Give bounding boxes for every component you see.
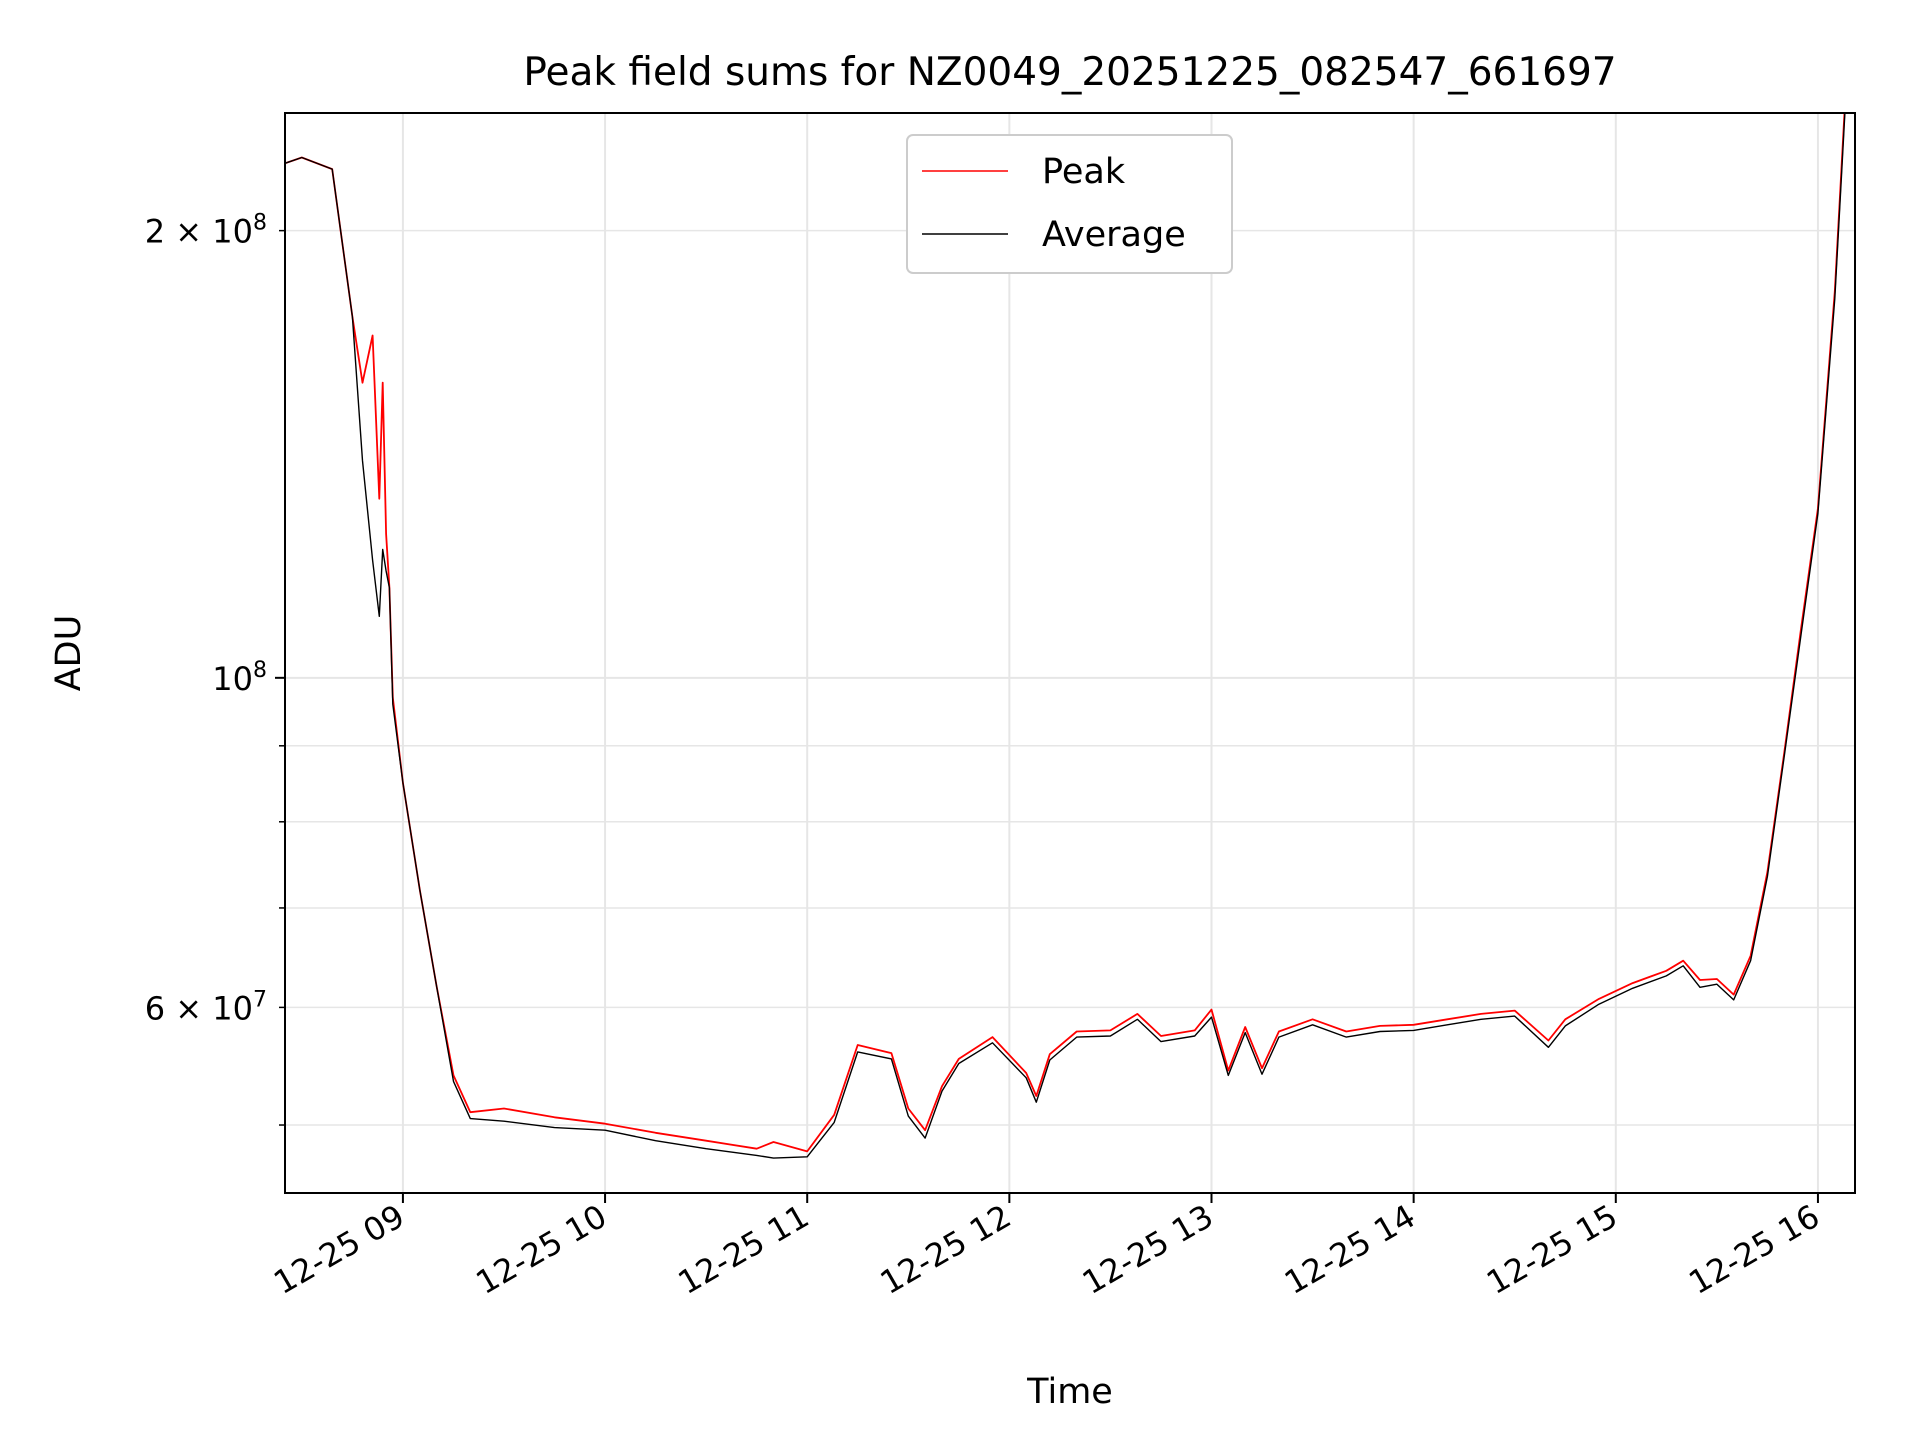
y-axis: 108 6 × 107 2 × 108 [145,211,285,1126]
chart-title: Peak field sums for NZ0049_20251225_0825… [523,50,1616,95]
series-line-average [285,113,1846,1159]
y-tick-label-minor-0: 6 × 107 [145,987,267,1027]
legend-label-average: Average [1042,215,1186,255]
legend-label-peak: Peak [1042,152,1126,192]
x-axis-label: Time [1026,1372,1113,1412]
y-tick-label-minor-1: 2 × 108 [145,211,267,251]
series-layer [285,113,1846,1159]
plot-frame [284,112,1856,1194]
y-tick-label-major-0: 108 [212,658,267,698]
y-axis-label: ADU [49,615,89,692]
legend: Peak Average [906,134,1233,274]
legend-box [906,134,1233,274]
